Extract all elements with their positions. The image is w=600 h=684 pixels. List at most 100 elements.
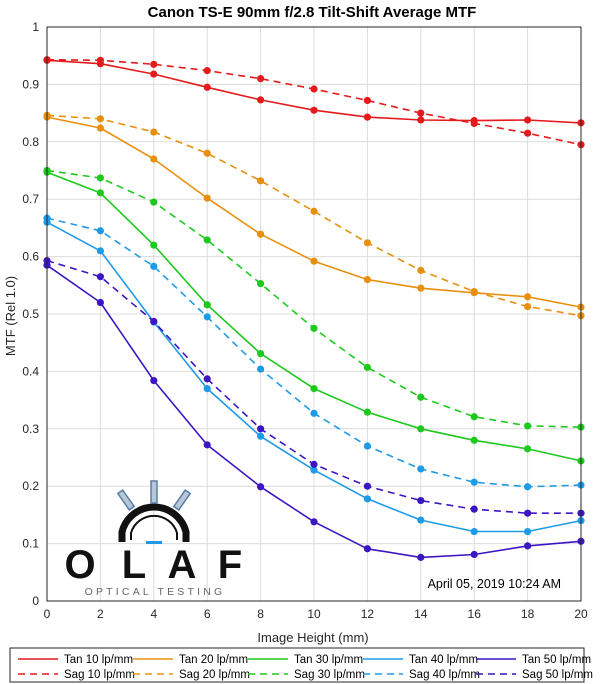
data-point: [257, 483, 265, 491]
data-point: [257, 425, 265, 433]
data-point: [257, 230, 265, 238]
series-tan-40-lp-mm: [43, 218, 585, 536]
legend-entry: Sag 20 lp/mm: [179, 669, 250, 681]
data-point: [150, 60, 158, 68]
data-point: [203, 441, 211, 449]
logo-ray-right: [172, 489, 192, 511]
series-lines: [43, 56, 585, 561]
series-tan-50-lp-mm: [43, 261, 585, 561]
data-point: [203, 375, 211, 383]
data-point: [417, 516, 425, 524]
x-tick-label: 16: [468, 607, 482, 621]
logo-letter-o: O: [64, 543, 95, 587]
data-point: [363, 275, 371, 284]
data-point: [417, 266, 425, 274]
data-point: [524, 129, 532, 137]
logo-letter-f: F: [218, 543, 242, 587]
x-axis-ticks: 0 2 4 6 8 10 12 14 16 18 20: [44, 607, 588, 621]
data-point: [257, 279, 265, 288]
y-axis-ticks: 0 0.1 0.2 0.3 0.4 0.5 0.6 0.7 0.8 0.9 1: [22, 20, 39, 608]
y-tick-label: 0.6: [22, 250, 39, 264]
data-point: [96, 298, 104, 307]
logo-arc-inner: [130, 514, 178, 540]
data-point: [96, 115, 104, 123]
data-point: [470, 550, 478, 559]
data-point: [96, 227, 104, 235]
data-point: [363, 239, 371, 247]
data-point: [524, 542, 532, 550]
y-axis-label: MTF (Rel 1.0): [3, 276, 18, 356]
data-point: [203, 236, 211, 244]
data-point: [257, 177, 265, 185]
data-point: [524, 445, 532, 453]
data-point: [524, 483, 532, 491]
data-point: [310, 460, 318, 468]
x-tick-label: 20: [574, 607, 588, 621]
x-tick-label: 6: [204, 607, 211, 621]
data-point: [257, 96, 265, 104]
legend-entry: Sag 40 lp/mm: [409, 669, 480, 681]
x-tick-label: 10: [307, 607, 321, 621]
data-point: [524, 527, 532, 536]
data-point: [310, 85, 318, 93]
logo-subtitle: OPTICAL TESTING: [85, 586, 226, 598]
x-axis-label: Image Height (mm): [257, 630, 368, 645]
data-point: [363, 442, 371, 450]
data-point: [310, 207, 318, 215]
data-point: [96, 174, 104, 182]
data-point: [96, 189, 104, 197]
y-tick-label: 0.2: [22, 479, 39, 493]
data-point: [150, 198, 158, 206]
data-point: [203, 83, 211, 91]
data-point: [470, 527, 478, 536]
data-point: [257, 365, 265, 373]
series-sag-50-lp-mm: [43, 257, 585, 517]
legend-entry: Sag 30 lp/mm: [294, 669, 365, 681]
data-point: [417, 425, 425, 433]
logo-letter-a: A: [168, 543, 197, 587]
y-tick-label: 0.1: [22, 537, 39, 551]
data-point: [524, 509, 532, 517]
data-point: [470, 288, 478, 296]
data-point: [310, 106, 318, 114]
legend-entry: Tan 50 lp/mm: [522, 654, 591, 666]
data-point: [203, 385, 211, 393]
x-tick-label: 12: [361, 607, 375, 621]
legend-entry: Sag 10 lp/mm: [64, 669, 135, 681]
data-point: [524, 116, 532, 124]
logo-center-mark: [146, 541, 162, 544]
legend-box: [9, 647, 585, 683]
logo-arc: [118, 503, 190, 542]
data-point: [524, 422, 532, 430]
logo-letter-l: L: [122, 543, 146, 587]
x-tick-label: 4: [150, 607, 157, 621]
data-point: [257, 75, 265, 83]
data-point: [363, 495, 371, 503]
data-point: [310, 385, 318, 393]
x-tick-label: 0: [44, 607, 51, 621]
data-point: [363, 408, 371, 416]
x-tick-label: 2: [97, 607, 104, 621]
x-tick-label: 14: [414, 607, 428, 621]
data-point: [203, 301, 211, 309]
data-point: [310, 409, 318, 417]
data-point: [150, 70, 158, 78]
data-point: [257, 350, 265, 358]
series-sag-40-lp-mm: [43, 214, 585, 491]
data-point: [203, 194, 211, 202]
timestamp-annotation: April 05, 2019 10:24 AM: [428, 577, 561, 591]
data-point: [310, 257, 318, 265]
x-tick-label: 18: [521, 607, 535, 621]
legend-entry: Tan 20 lp/mm: [179, 654, 248, 666]
series-tan-30-lp-mm: [43, 168, 585, 465]
data-point: [150, 376, 158, 385]
data-point: [203, 67, 211, 75]
data-point: [150, 241, 158, 249]
logo-ray-left: [116, 489, 136, 511]
plot-frame: [46, 26, 582, 602]
legend-entry: Tan 10 lp/mm: [64, 654, 133, 666]
data-point: [310, 518, 318, 526]
y-tick-label: 1: [32, 20, 39, 34]
data-point: [470, 505, 478, 513]
